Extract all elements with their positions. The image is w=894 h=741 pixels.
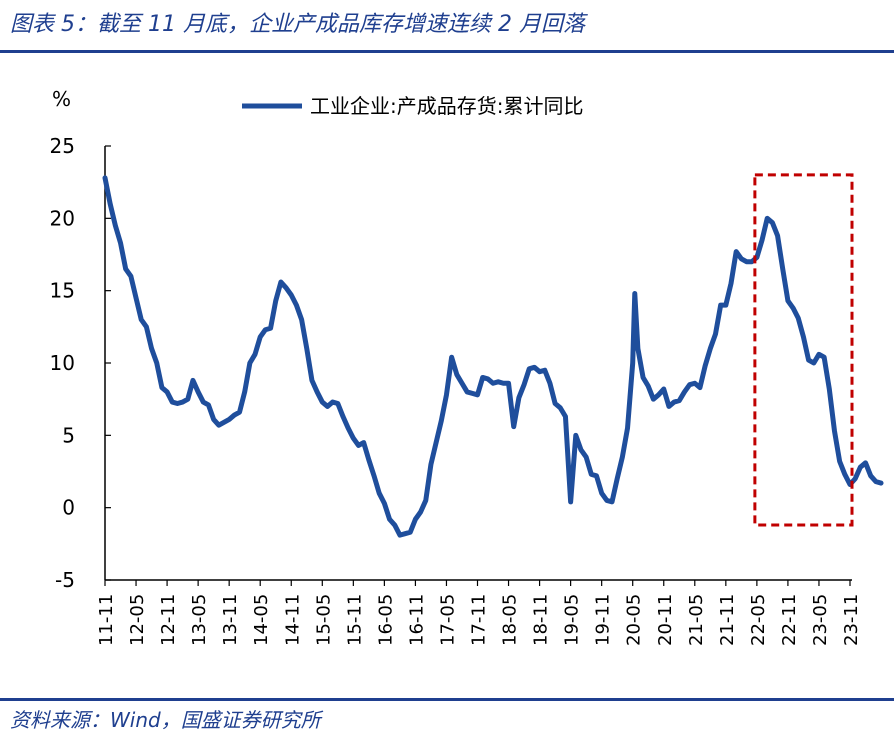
y-tick-label: -5 bbox=[55, 568, 75, 592]
x-tick-label: 23-05 bbox=[810, 594, 831, 646]
x-tick-label: 23-11 bbox=[841, 594, 862, 646]
x-tick-label: 14-05 bbox=[251, 594, 272, 646]
y-tick-label: 5 bbox=[62, 423, 75, 447]
x-axis: 11-11 12-05 12-11 13-05 13-11 14-05 14-11 15-05… bbox=[96, 579, 862, 646]
x-tick-label: 18-05 bbox=[500, 594, 521, 646]
y-tick-label: 10 bbox=[50, 351, 75, 375]
legend-label: 工业企业:产成品存货:累计同比 bbox=[310, 94, 583, 118]
highlight-box bbox=[753, 173, 854, 527]
x-tick-label: 19-11 bbox=[593, 594, 614, 646]
x-tick-label: 11-11 bbox=[96, 594, 117, 646]
x-tick-label: 21-05 bbox=[686, 594, 707, 646]
source-note: 资料来源：Wind，国盛证券研究所 bbox=[10, 708, 321, 732]
x-tick-label: 22-05 bbox=[748, 594, 769, 646]
x-tick-label: 20-11 bbox=[655, 594, 676, 646]
x-tick-label: 13-05 bbox=[189, 594, 210, 646]
y-tick-label: 25 bbox=[50, 134, 75, 158]
x-tick-label: 15-11 bbox=[344, 594, 365, 646]
y-tick-label: 0 bbox=[62, 496, 75, 520]
series-line bbox=[102, 175, 884, 538]
x-tick-label: 16-05 bbox=[375, 594, 396, 646]
x-tick-label: 17-05 bbox=[437, 594, 458, 646]
x-tick-label: 16-11 bbox=[406, 594, 427, 646]
x-tick-label: 20-05 bbox=[624, 594, 645, 646]
x-tick-label: 21-11 bbox=[717, 594, 738, 646]
legend: 工业企业:产成品存货:累计同比 bbox=[242, 94, 583, 118]
x-tick-label: 14-11 bbox=[282, 594, 303, 646]
footer-rule bbox=[0, 698, 894, 701]
x-tick-label: 12-11 bbox=[158, 594, 179, 646]
title-rule bbox=[0, 50, 894, 53]
x-tick-label: 19-05 bbox=[562, 594, 583, 646]
x-tick-label: 15-05 bbox=[313, 594, 334, 646]
plot-area bbox=[102, 173, 884, 538]
x-tick-label: 13-11 bbox=[220, 594, 241, 646]
line-chart: % 工业企业:产成品存货:累计同比 -5 0 5 10 15 20 25 11-11 12-0… bbox=[50, 87, 884, 646]
y-axis: -5 0 5 10 15 20 25 bbox=[50, 134, 111, 592]
figure-title: 图表 5：截至 11 月底，企业产成品库存增速连续 2 月回落 bbox=[10, 12, 585, 37]
x-tick-label: 12-05 bbox=[127, 594, 148, 646]
x-tick-label: 22-11 bbox=[779, 594, 800, 646]
y-tick-label: 15 bbox=[50, 279, 75, 303]
y-axis-unit-label: % bbox=[52, 87, 71, 111]
x-tick-label: 18-11 bbox=[531, 594, 552, 646]
y-tick-label: 20 bbox=[50, 206, 75, 230]
x-tick-label: 17-11 bbox=[469, 594, 490, 646]
